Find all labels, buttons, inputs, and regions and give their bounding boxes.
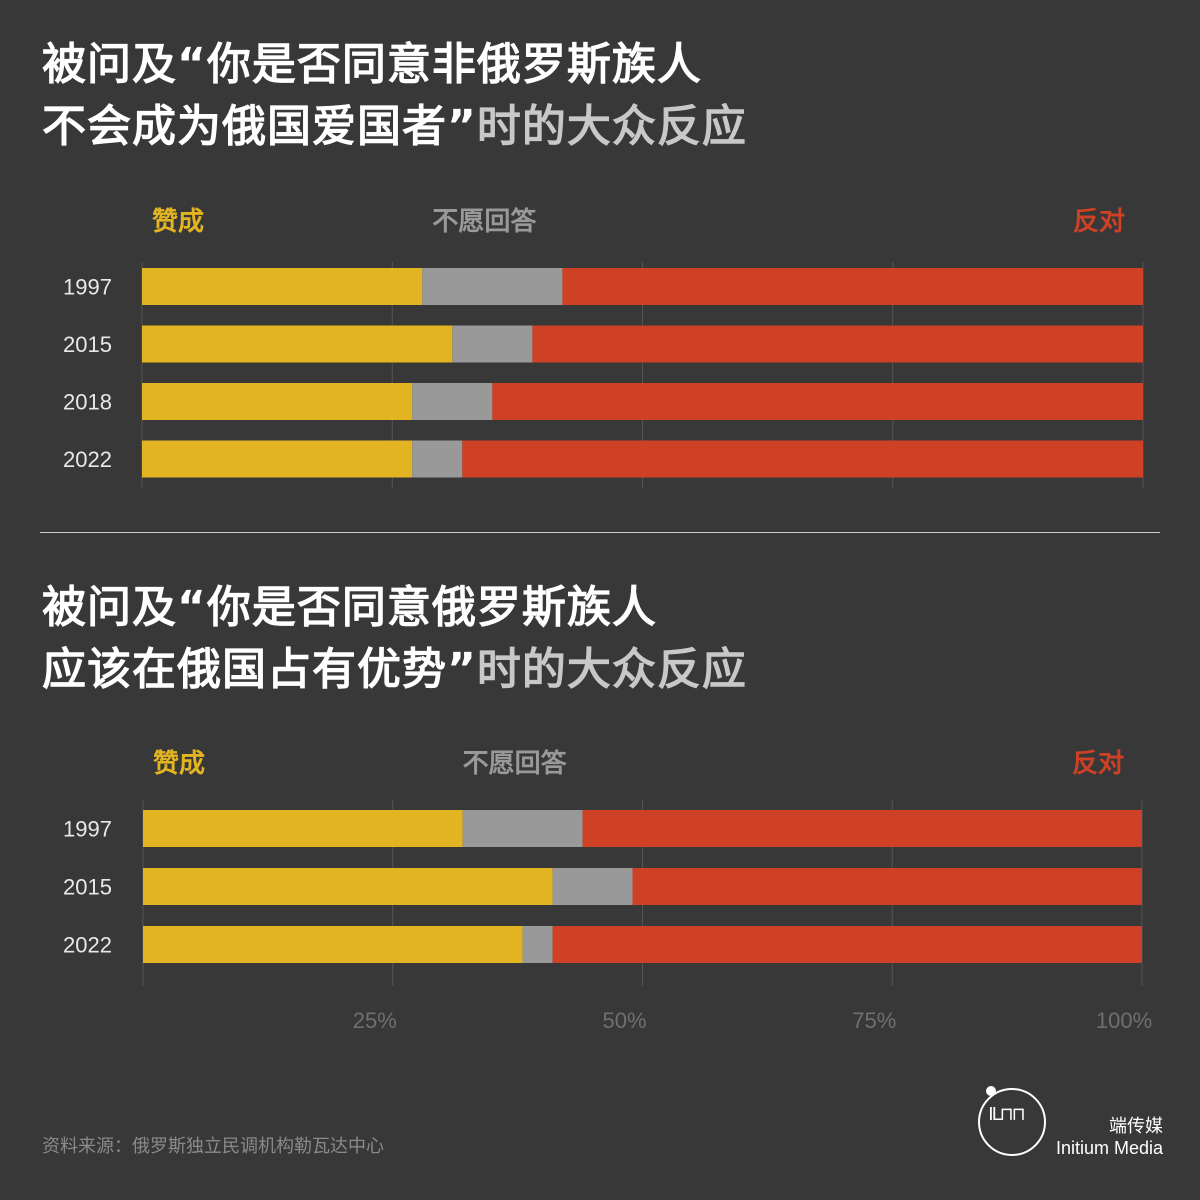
x-tick-label: 100% [1096,1008,1152,1033]
chart-1-title-line-1: 被问及“你是否同意非俄罗斯族人 [42,39,702,90]
bar-1997-agree [142,268,423,305]
bar-2018-disagree [492,383,1144,420]
bar-2015-no-answer [452,325,533,363]
bar-2015-agree [142,325,453,363]
year-label-1997: 1997 [63,275,112,300]
chart-1-title: 被问及“你是否同意非俄罗斯族人 不会成为俄国爱国者”时的大众反应 [42,34,747,158]
brand-name-cn: 端传媒 [1109,1116,1163,1137]
bar-2018-no-answer [412,383,493,420]
bar-2015-agree [143,868,553,905]
legend-no-answer: 不愿回答 [463,748,568,779]
bar-1997-no-answer [462,810,583,847]
logo-dot-icon [986,1086,996,1096]
x-tick-label: 25% [353,1008,397,1033]
legend-no-answer: 不愿回答 [432,206,537,237]
bar-2022-disagree [552,926,1142,963]
year-label-2022: 2022 [63,447,112,472]
chart-2-title-line-1: 被问及“你是否同意俄罗斯族人 [42,582,657,633]
legend-disagree: 反对 [1072,749,1124,779]
x-tick-label: 50% [602,1008,646,1033]
x-tick-label: 75% [852,1008,896,1033]
year-label-2015: 2015 [63,875,112,900]
bar-1997-disagree [582,810,1142,847]
year-label-1997: 1997 [63,817,112,842]
bar-2022-disagree [462,440,1143,478]
chart-1-title-suffix: 时的大众反应 [476,101,747,152]
chart-2: 赞成 不愿回答 反对 1997 2015 2022 25% 50% 75% 100% [63,748,1152,1033]
chart-1-title-line-2: 不会成为俄国爱国者” [42,101,477,152]
bar-1997-agree [143,810,463,847]
section-divider [40,532,1160,533]
year-label-2015: 2015 [63,332,112,357]
year-label-2022: 2022 [63,933,112,958]
chart-2-title-suffix: 时的大众反应 [476,644,747,695]
initium-logo-icon [978,1088,1046,1156]
source-note: 资料来源：俄罗斯独立民调机构勒瓦达中心 [42,1136,384,1157]
chart-2-title-line-2: 应该在俄国占有优势” [42,644,477,695]
bar-2022-no-answer [522,926,553,963]
year-label-2018: 2018 [63,390,112,415]
logo-glyph-icon: IL⊓⊓ [988,1104,1025,1125]
bar-2015-no-answer [552,868,633,905]
bar-2022-agree [142,440,413,478]
bar-2018-agree [142,383,413,420]
legend-disagree: 反对 [1073,207,1125,237]
bar-1997-disagree [562,268,1143,305]
legend-agree: 赞成 [152,749,205,779]
chart-2-title: 被问及“你是否同意俄罗斯族人 应该在俄国占有优势”时的大众反应 [42,577,747,701]
bar-2015-disagree [632,868,1142,905]
bar-2022-no-answer [412,440,463,478]
legend-agree: 赞成 [151,207,204,237]
bar-1997-no-answer [422,268,563,305]
chart-1: 赞成 不愿回答 反对 1997 2015 2018 2022 [63,206,1144,488]
bar-2015-disagree [532,325,1143,363]
bar-2022-agree [143,926,523,963]
brand-name-en: Initium Media [1055,1138,1163,1158]
